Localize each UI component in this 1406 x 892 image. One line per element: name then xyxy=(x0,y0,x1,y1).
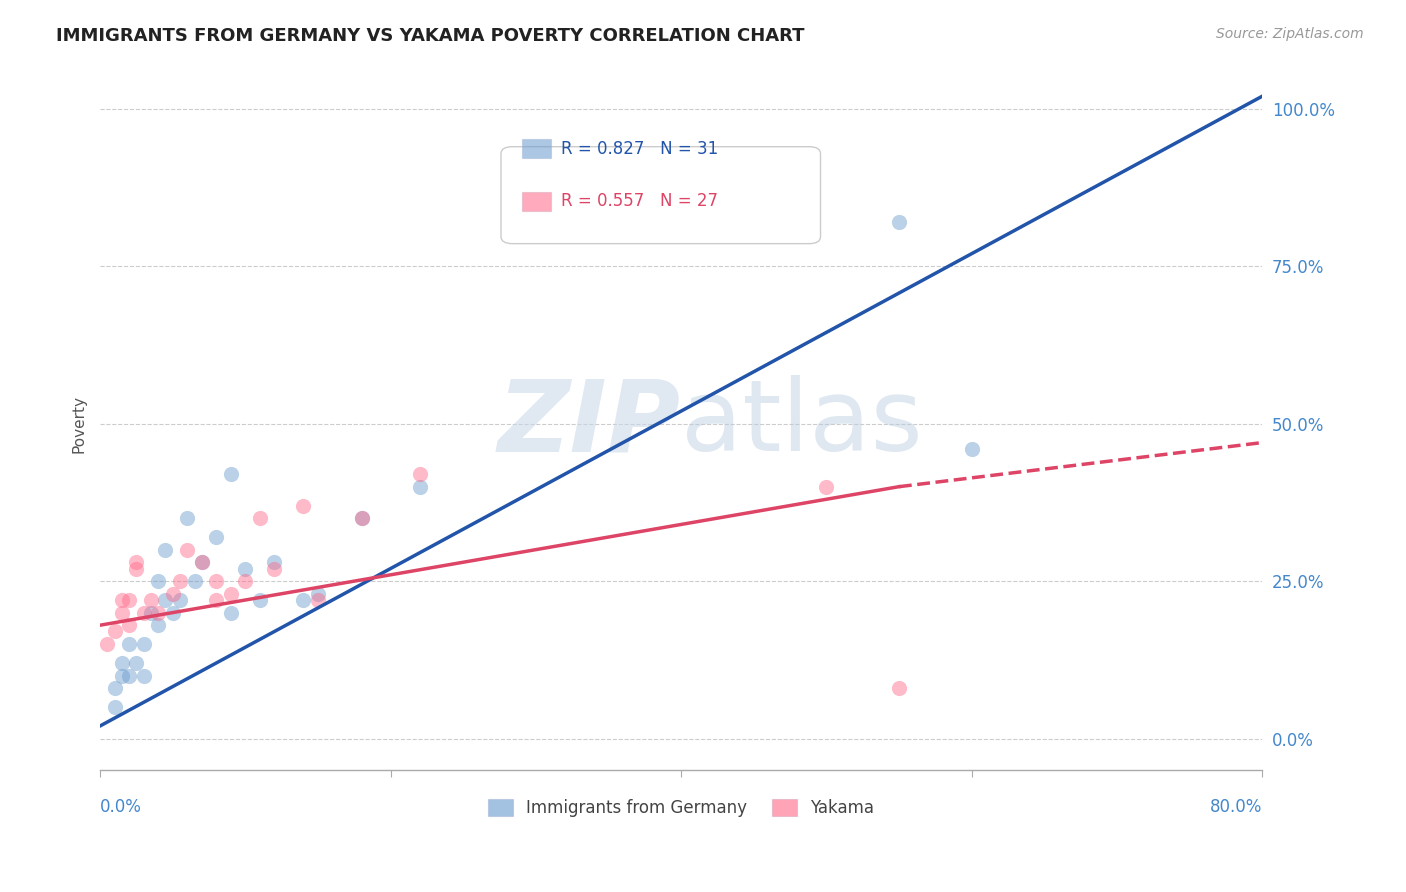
Point xyxy=(132,668,155,682)
Point xyxy=(350,511,373,525)
Text: R = 0.827   N = 31: R = 0.827 N = 31 xyxy=(561,140,718,158)
Point xyxy=(104,700,127,714)
Point xyxy=(162,606,184,620)
Point xyxy=(176,542,198,557)
Point xyxy=(183,574,205,588)
Point xyxy=(169,593,191,607)
Legend: Immigrants from Germany, Yakama: Immigrants from Germany, Yakama xyxy=(481,792,882,824)
Point xyxy=(205,530,228,544)
Text: R = 0.557   N = 27: R = 0.557 N = 27 xyxy=(561,193,718,211)
Point xyxy=(148,606,170,620)
Point xyxy=(155,542,177,557)
Point xyxy=(191,555,214,569)
Point xyxy=(219,587,242,601)
Point xyxy=(111,593,134,607)
Point xyxy=(307,593,329,607)
Point xyxy=(176,511,198,525)
Point xyxy=(169,574,191,588)
Point xyxy=(235,574,257,588)
Point xyxy=(118,668,141,682)
Point xyxy=(249,593,271,607)
Point xyxy=(132,606,155,620)
Point xyxy=(111,668,134,682)
Text: ZIP: ZIP xyxy=(498,376,681,472)
Point xyxy=(125,561,148,575)
Point xyxy=(887,215,910,229)
Point xyxy=(111,606,134,620)
Point xyxy=(118,618,141,632)
Point xyxy=(118,637,141,651)
Point xyxy=(219,467,242,481)
Point xyxy=(219,606,242,620)
FancyBboxPatch shape xyxy=(522,139,551,159)
Point xyxy=(960,442,983,456)
Point xyxy=(350,511,373,525)
Point xyxy=(111,656,134,670)
Point xyxy=(162,587,184,601)
Point xyxy=(205,574,228,588)
Point xyxy=(104,681,127,695)
Text: 80.0%: 80.0% xyxy=(1209,797,1263,815)
Point xyxy=(125,555,148,569)
Point xyxy=(125,656,148,670)
Point xyxy=(263,561,285,575)
Point xyxy=(887,681,910,695)
Point xyxy=(292,499,315,513)
Y-axis label: Poverty: Poverty xyxy=(72,395,86,453)
Point xyxy=(815,480,838,494)
Text: IMMIGRANTS FROM GERMANY VS YAKAMA POVERTY CORRELATION CHART: IMMIGRANTS FROM GERMANY VS YAKAMA POVERT… xyxy=(56,27,804,45)
Point xyxy=(132,637,155,651)
FancyBboxPatch shape xyxy=(522,192,551,211)
Point xyxy=(155,593,177,607)
Point xyxy=(249,511,271,525)
Point xyxy=(408,480,430,494)
Text: atlas: atlas xyxy=(681,376,922,472)
Text: Source: ZipAtlas.com: Source: ZipAtlas.com xyxy=(1216,27,1364,41)
Point xyxy=(408,467,430,481)
Point xyxy=(191,555,214,569)
Point xyxy=(148,618,170,632)
Point xyxy=(205,593,228,607)
Point xyxy=(104,624,127,639)
Point xyxy=(307,587,329,601)
Point xyxy=(235,561,257,575)
Point xyxy=(139,593,162,607)
Point xyxy=(292,593,315,607)
Point xyxy=(96,637,118,651)
Point xyxy=(118,593,141,607)
Point xyxy=(148,574,170,588)
Point xyxy=(139,606,162,620)
FancyBboxPatch shape xyxy=(501,146,821,244)
Point xyxy=(263,555,285,569)
Text: 0.0%: 0.0% xyxy=(100,797,142,815)
